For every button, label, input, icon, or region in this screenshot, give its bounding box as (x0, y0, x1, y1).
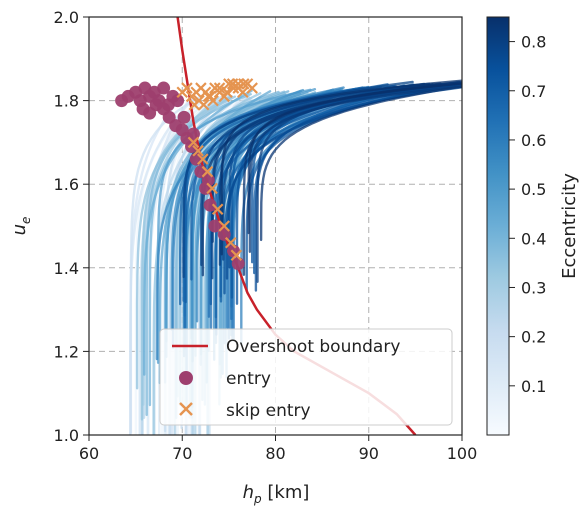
y-tick-label: 1.6 (54, 175, 79, 194)
skip-entry-point (192, 144, 204, 157)
x-tick-label: 100 (447, 444, 478, 463)
trajectory-line (259, 85, 462, 242)
skip-entry-stroke (230, 249, 243, 262)
skip-entry-point (213, 82, 226, 94)
y-tick-label: 1.2 (54, 342, 79, 361)
skip-entry-point (201, 165, 214, 178)
colorbar-ticks: 0.1 0.2 0.3 0.4 0.5 0.6 0.7 0.8 (509, 33, 546, 396)
skip-entry-point (238, 78, 250, 90)
colorbar-tick-label: 0.5 (521, 180, 546, 199)
entry-point (208, 219, 222, 233)
legend-box (159, 328, 453, 426)
skip-entry-stroke (213, 82, 226, 94)
entry-point (157, 81, 171, 95)
y-axis-label-main: u (9, 224, 30, 235)
skip-entry-stroke (218, 220, 230, 232)
colorbar-tick-label: 0.8 (521, 33, 546, 52)
trajectory-line (129, 96, 201, 434)
entry-point (217, 227, 231, 241)
skip-entry-point (230, 249, 243, 262)
entry-point (231, 257, 245, 271)
entry-point (171, 94, 185, 108)
skip-entry-stroke (181, 82, 193, 94)
trajectory-line (145, 92, 252, 417)
y-tick-label: 2.0 (54, 8, 79, 27)
y-tick-label: 1.4 (54, 259, 79, 278)
colorbar-tick-label: 0.4 (521, 229, 546, 248)
x-axis-label-unit: [km] (262, 482, 310, 503)
legend-boundary-label: Overshoot boundary (226, 337, 400, 357)
colorbar-tick-label: 0.2 (521, 328, 546, 347)
legend: Overshoot boundary entry skip entry (159, 328, 453, 426)
trajectory-line (248, 85, 462, 254)
skip-entry-point (196, 153, 209, 165)
skip-entry-stroke (196, 153, 209, 165)
skip-entry-stroke (221, 86, 233, 99)
entry-point (177, 110, 191, 124)
skip-entry-point (246, 82, 258, 94)
colorbar-tick-label: 0.6 (521, 131, 546, 150)
x-axis-label-main: h (243, 482, 254, 503)
skip-entry-stroke (192, 144, 204, 157)
x-tick-label: 60 (79, 444, 99, 463)
skip-entry-stroke (197, 99, 210, 111)
legend-entry-swatch (179, 371, 193, 385)
skip-entry-point (187, 136, 200, 149)
skip-entry-stroke (238, 78, 250, 90)
skip-entry-stroke (206, 182, 218, 195)
colorbar-tick-label: 0.7 (521, 82, 546, 101)
x-axis-label-sub: p (253, 492, 262, 506)
skip-entry-series (176, 78, 258, 262)
skip-entry-point (197, 99, 210, 111)
legend-skip-swatch (179, 402, 193, 416)
skip-entry-stroke (187, 136, 200, 149)
legend-entry-label: entry (226, 369, 271, 389)
entry-point (186, 127, 200, 141)
colorbar-tick-label: 0.1 (521, 377, 546, 396)
skip-entry-stroke (207, 94, 219, 107)
colorbar-label: Eccentricity (559, 173, 580, 279)
entry-point (203, 198, 217, 212)
x-axis-label: hp [km] (243, 482, 310, 506)
y-tick-label: 1.0 (54, 426, 79, 445)
x-tick-label: 80 (265, 444, 285, 463)
trajectory-line (200, 82, 426, 267)
skip-entry-point (224, 236, 237, 249)
skip-entry-point (221, 86, 233, 99)
skip-entry-point (211, 203, 224, 216)
y-axis-label: ue (9, 217, 33, 236)
y-axis-label-sub: e (19, 217, 33, 224)
trajectory-line (247, 82, 462, 235)
colorbar (486, 16, 510, 436)
colorbar-tick-label: 0.3 (521, 278, 546, 297)
trajectory-line (142, 89, 253, 376)
skip-entry-stroke (246, 82, 258, 94)
x-axis-ticks: 60 70 80 90 100 (79, 435, 477, 463)
x-tick-label: 90 (359, 444, 379, 463)
skip-entry-point (206, 182, 218, 195)
x-tick-label: 70 (172, 444, 192, 463)
skip-entry-point (218, 220, 230, 232)
y-axis-ticks: 1.0 1.2 1.4 1.6 1.8 2.0 (54, 8, 89, 445)
trajectory-line (220, 79, 462, 256)
skip-entry-point (207, 94, 219, 107)
skip-entry-stroke (224, 236, 237, 249)
trajectory-line (134, 101, 203, 435)
legend-skip-label: skip entry (226, 401, 311, 421)
skip-entry-stroke (211, 203, 224, 216)
y-tick-label: 1.8 (54, 92, 79, 111)
skip-entry-point (181, 82, 193, 94)
entry-series (115, 81, 245, 271)
skip-entry-stroke (201, 165, 214, 178)
